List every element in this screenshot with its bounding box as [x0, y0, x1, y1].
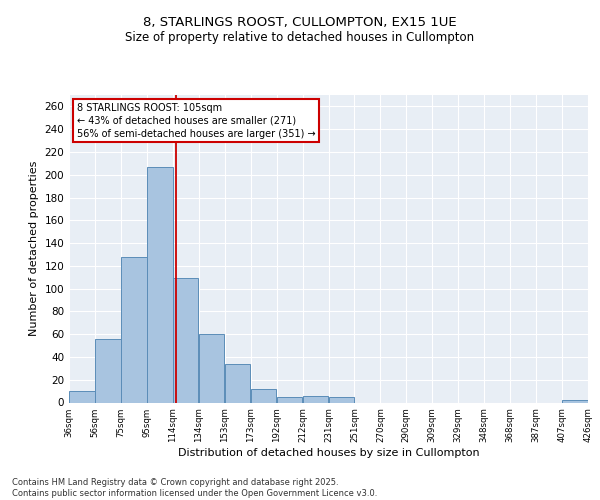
- Bar: [173, 278, 199, 402]
- Bar: [251, 389, 277, 402]
- Text: 8, STARLINGS ROOST, CULLOMPTON, EX15 1UE: 8, STARLINGS ROOST, CULLOMPTON, EX15 1UE: [143, 16, 457, 29]
- Bar: [303, 396, 328, 402]
- Bar: [329, 397, 354, 402]
- Text: Contains HM Land Registry data © Crown copyright and database right 2025.
Contai: Contains HM Land Registry data © Crown c…: [12, 478, 377, 498]
- Bar: [225, 364, 250, 403]
- Bar: [199, 334, 224, 402]
- Bar: [69, 391, 95, 402]
- Text: 8 STARLINGS ROOST: 105sqm
← 43% of detached houses are smaller (271)
56% of semi: 8 STARLINGS ROOST: 105sqm ← 43% of detac…: [77, 102, 316, 139]
- Bar: [95, 338, 121, 402]
- X-axis label: Distribution of detached houses by size in Cullompton: Distribution of detached houses by size …: [178, 448, 479, 458]
- Bar: [147, 167, 173, 402]
- Bar: [562, 400, 588, 402]
- Bar: [121, 256, 146, 402]
- Bar: [277, 397, 302, 402]
- Y-axis label: Number of detached properties: Number of detached properties: [29, 161, 39, 336]
- Text: Size of property relative to detached houses in Cullompton: Size of property relative to detached ho…: [125, 31, 475, 44]
